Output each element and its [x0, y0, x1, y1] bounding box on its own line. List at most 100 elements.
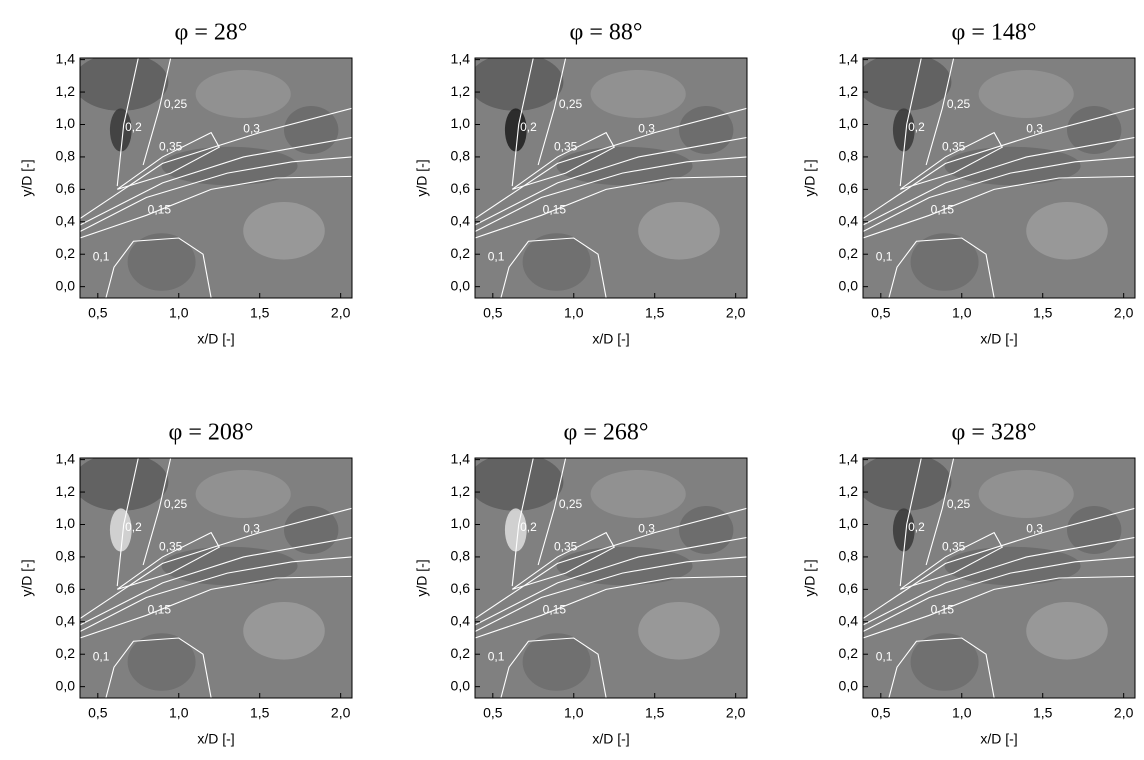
contour-label: 0,35 — [159, 139, 183, 153]
shade — [978, 470, 1074, 518]
x-tick-label: 1,5 — [645, 705, 665, 721]
y-tick-label: 0,6 — [451, 580, 471, 596]
y-tick-label: 1,4 — [839, 50, 859, 66]
y-tick-label: 0,2 — [56, 645, 76, 661]
y-tick-label: 0,6 — [451, 180, 471, 196]
y-tick-label: 1,2 — [56, 83, 76, 99]
contour-label: 0,1 — [876, 650, 893, 664]
chart-title: φ = 268° — [564, 420, 649, 446]
y-tick-label: 0,6 — [56, 180, 76, 196]
contour-label: 0,2 — [125, 120, 142, 134]
plot-area: 0,1 0,15 0,2 0,25 0,3 0,35 — [475, 458, 747, 698]
x-tick-label: 2,0 — [726, 705, 746, 721]
chart-title: φ = 28° — [175, 20, 248, 46]
contour-line — [899, 58, 922, 187]
plot-frame — [862, 457, 1136, 699]
contour-line — [80, 175, 352, 239]
y-tick-label: 1,4 — [451, 450, 471, 466]
x-tick-label: 2,0 — [331, 705, 351, 721]
y-tick-label: 0,0 — [839, 677, 859, 693]
x-tick-label: 1,0 — [564, 705, 584, 721]
contour-label: 0,35 — [942, 539, 966, 553]
x-tick-label: 2,0 — [1114, 305, 1134, 321]
x-tick-label: 2,0 — [726, 305, 746, 321]
x-tick-label: 1,0 — [952, 705, 972, 721]
x-tick-label: 0,5 — [871, 305, 891, 321]
y-axis-label: y/D [-] — [802, 559, 818, 596]
contour-line — [899, 458, 922, 587]
shade — [161, 546, 298, 586]
shade — [522, 633, 591, 691]
contour-line — [105, 237, 212, 298]
contour-label: 0,25 — [559, 497, 583, 511]
y-tick-label: 0,4 — [839, 212, 859, 228]
contour-line — [925, 58, 955, 166]
y-tick-label: 0,4 — [56, 612, 76, 628]
contour-label: 0,3 — [243, 122, 260, 136]
contour-label: 0,25 — [947, 497, 971, 511]
y-tick-label: 1,4 — [56, 50, 76, 66]
contour-label: 0,35 — [159, 539, 183, 553]
contour-label: 0,2 — [908, 120, 925, 134]
contour-line — [80, 156, 352, 233]
y-tick-label: 0,8 — [451, 548, 471, 564]
shade — [109, 108, 132, 152]
plot-frame — [862, 57, 1136, 299]
contour-label: 0,1 — [93, 650, 110, 664]
shade — [195, 470, 291, 518]
contour-label: 0,15 — [148, 203, 172, 217]
y-tick-label: 1,2 — [451, 483, 471, 499]
y-tick-label: 0,8 — [839, 148, 859, 164]
y-tick-label: 1,0 — [451, 115, 471, 131]
y-tick-label: 0,4 — [56, 212, 76, 228]
chart-title: φ = 328° — [952, 420, 1037, 446]
contour-line — [142, 58, 172, 166]
contour-label: 0,25 — [164, 97, 188, 111]
panel: 0,1 0,15 0,2 0,25 0,3 0,35 φ = 88° 0,5 1,0 1,5 2,0… — [414, 20, 748, 347]
x-tick-label: 2,0 — [331, 305, 351, 321]
y-tick-label: 0,8 — [56, 548, 76, 564]
contour-line — [537, 58, 567, 166]
shade — [944, 146, 1081, 186]
contour-line — [863, 175, 1135, 239]
plot-area: 0,1 0,15 0,2 0,25 0,3 0,35 — [475, 58, 747, 298]
y-tick-label: 0,6 — [56, 580, 76, 596]
contour-line — [475, 575, 747, 639]
shade — [284, 106, 339, 154]
y-tick-label: 0,0 — [56, 277, 76, 293]
plot-area: 0,1 0,15 0,2 0,25 0,3 0,35 — [80, 458, 352, 698]
contour-label: 0,3 — [1026, 522, 1043, 536]
shade — [127, 633, 196, 691]
contour-line — [863, 575, 1135, 639]
contour-label: 0,1 — [876, 250, 893, 264]
contour-line — [80, 507, 352, 619]
x-tick-label: 0,5 — [88, 705, 108, 721]
shade — [80, 58, 169, 111]
shade — [638, 202, 720, 260]
x-tick-label: 1,5 — [250, 305, 270, 321]
panel: 0,1 0,15 0,2 0,25 0,3 0,35 φ = 28° 0,5 1,0 1,5 2,0… — [19, 20, 353, 347]
shade — [863, 58, 952, 111]
contour-line — [863, 107, 1135, 219]
contour-line — [863, 556, 1135, 633]
y-tick-label: 1,0 — [56, 515, 76, 531]
contour-line — [475, 556, 747, 633]
y-tick-label: 1,2 — [56, 483, 76, 499]
x-tick-label: 1,5 — [250, 705, 270, 721]
x-tick-label: 2,0 — [1114, 705, 1134, 721]
contour-label: 0,25 — [164, 497, 188, 511]
plot-frame — [474, 57, 748, 299]
contour-label: 0,35 — [554, 539, 578, 553]
shade — [679, 506, 734, 554]
y-tick-label: 1,0 — [839, 515, 859, 531]
y-tick-label: 0,4 — [451, 612, 471, 628]
contour-label: 0,25 — [947, 97, 971, 111]
contour-line — [888, 637, 995, 698]
contour-label: 0,15 — [148, 603, 172, 617]
shade — [127, 233, 196, 291]
y-axis-label: y/D [-] — [19, 559, 35, 596]
contour-line — [475, 507, 747, 619]
contour-label: 0,15 — [931, 603, 955, 617]
plot-frame — [79, 457, 353, 699]
y-tick-label: 0,4 — [451, 212, 471, 228]
